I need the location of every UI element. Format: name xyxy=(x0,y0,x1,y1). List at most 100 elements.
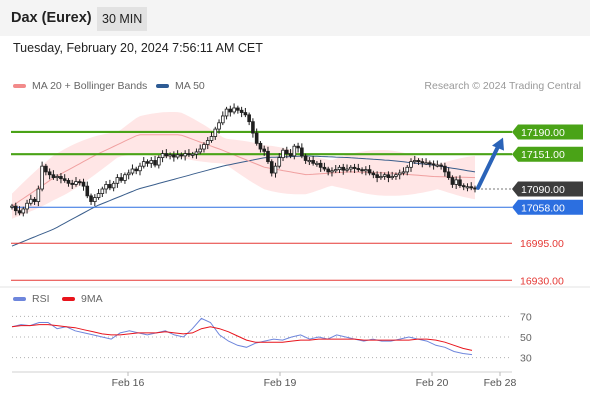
bollinger-band xyxy=(12,112,475,219)
candle-body xyxy=(209,136,214,141)
candle-body xyxy=(412,160,417,163)
legend-9ma-label: 9MA xyxy=(81,293,103,305)
candle-body xyxy=(318,162,323,168)
rsi-tick-label: 50 xyxy=(520,332,532,344)
candle-body xyxy=(371,172,376,176)
candle-body xyxy=(104,184,108,190)
candle-body xyxy=(469,186,474,189)
candle-body xyxy=(465,186,470,189)
candle-body xyxy=(213,128,218,137)
candle-body xyxy=(198,148,203,153)
candle-body xyxy=(281,149,285,159)
level-label-resistance: 17190.00 xyxy=(521,127,565,139)
candle-body xyxy=(85,185,90,197)
candle-body xyxy=(172,154,176,158)
level-tag-pivot xyxy=(512,199,583,215)
ma20-swatch xyxy=(13,84,26,89)
candle-body xyxy=(164,153,169,157)
candle-body xyxy=(326,168,330,173)
candle-body xyxy=(157,157,161,166)
candle-body xyxy=(74,181,78,185)
candle-body xyxy=(119,177,123,181)
rsi-swatch xyxy=(13,297,26,302)
candle-body xyxy=(70,182,75,185)
candle-body xyxy=(348,166,353,170)
x-tick-label: Feb 20 xyxy=(416,377,449,389)
candle-body xyxy=(258,142,263,150)
candle-body xyxy=(405,166,410,173)
candle-body xyxy=(194,151,199,155)
candle-body xyxy=(40,165,44,190)
candle-body xyxy=(333,169,338,172)
ma50-swatch xyxy=(156,84,169,89)
candle-body xyxy=(175,154,180,158)
candle-body xyxy=(247,114,251,123)
candle-body xyxy=(397,172,402,176)
candle-body xyxy=(77,181,82,184)
candle-body xyxy=(160,153,165,159)
legend-9ma: 9MA xyxy=(62,293,103,305)
candle-body xyxy=(284,149,289,155)
forecast-arrow-shaft xyxy=(476,142,501,190)
level-tag-resistance xyxy=(512,146,583,162)
candle-body xyxy=(386,174,391,178)
legend-ma20: MA 20 + Bollinger Bands xyxy=(13,80,147,92)
x-tick-label: Feb 19 xyxy=(264,377,297,389)
candle-body xyxy=(337,166,342,170)
level-label-resistance: 17151.00 xyxy=(521,149,565,161)
ma9-swatch xyxy=(62,297,75,302)
candle-body xyxy=(187,153,191,156)
candle-body xyxy=(311,160,315,164)
candle-body xyxy=(375,174,379,178)
candle-body xyxy=(379,176,383,179)
candle-body xyxy=(130,168,135,174)
candle-body xyxy=(431,163,436,166)
legend-rsi-label: RSI xyxy=(32,293,50,305)
candle-body xyxy=(36,188,41,202)
candle-body xyxy=(217,122,221,130)
candle-body xyxy=(424,162,428,165)
candle-body xyxy=(153,160,157,166)
x-tick-label: Feb 16 xyxy=(112,377,145,389)
candle-body xyxy=(59,176,63,180)
candle-body xyxy=(89,195,93,202)
candle-body xyxy=(428,162,432,165)
candle-body xyxy=(416,160,421,163)
candle-body xyxy=(44,165,48,173)
candle-body xyxy=(269,161,274,174)
candle-body xyxy=(382,174,387,177)
candle-body xyxy=(307,160,312,163)
rsi-tick-label: 70 xyxy=(520,311,532,323)
candle-body xyxy=(134,168,139,172)
candle-body xyxy=(111,182,116,189)
legend-ma20-label: MA 20 + Bollinger Bands xyxy=(32,80,148,92)
candle-body xyxy=(303,155,308,161)
candle-body xyxy=(239,109,244,113)
candle-body xyxy=(96,193,101,198)
candle-body xyxy=(450,177,455,185)
candle-body xyxy=(315,162,319,165)
legend-rsi: RSI xyxy=(13,293,50,305)
candle-body xyxy=(367,169,372,174)
interval-button[interactable]: 30 MIN xyxy=(97,7,148,31)
candle-body xyxy=(443,165,447,173)
candle-body xyxy=(420,161,425,164)
candle-body xyxy=(100,188,105,194)
rsi-tick-label: 30 xyxy=(520,353,532,365)
candle-body xyxy=(220,115,225,124)
candle-body xyxy=(461,185,466,188)
candle-body xyxy=(401,171,406,174)
candle-body xyxy=(251,121,255,134)
candle-body xyxy=(149,160,154,164)
candle-body xyxy=(262,148,267,152)
candle-body xyxy=(13,205,18,212)
ma20-line xyxy=(11,134,476,207)
candle-body xyxy=(224,108,229,117)
candle-body xyxy=(25,202,29,210)
forecast-arrow-head xyxy=(492,137,504,151)
candle-body xyxy=(254,132,259,144)
candle-body xyxy=(345,168,349,171)
candle-body xyxy=(17,210,22,214)
credit-text: Research © 2024 Trading Central xyxy=(424,80,581,92)
